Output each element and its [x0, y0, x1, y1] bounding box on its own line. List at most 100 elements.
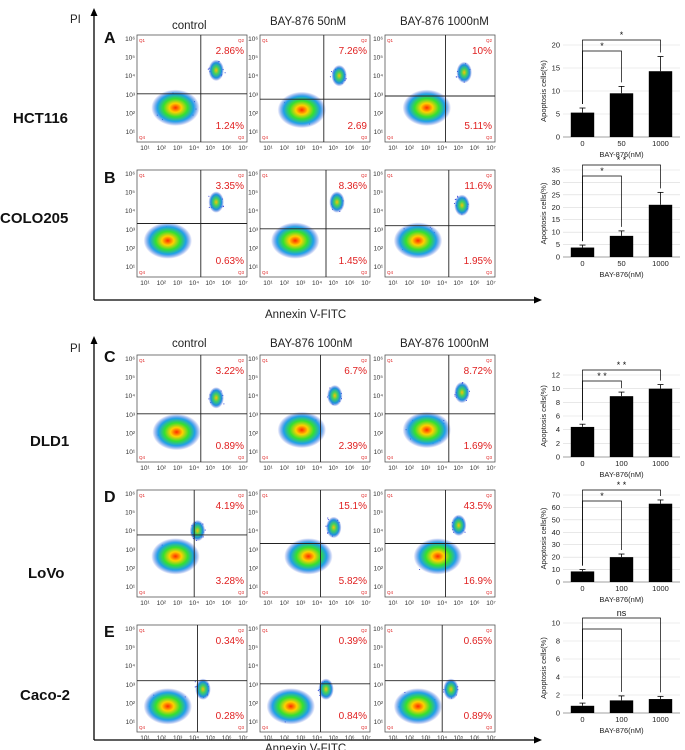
- y-tick-label: 10¹: [249, 584, 259, 591]
- bar: [609, 396, 634, 457]
- y-tick-label: 10²: [374, 565, 384, 572]
- quadrant-label: Q2: [238, 173, 245, 178]
- x-tick-label: 10¹: [140, 600, 150, 607]
- x-tick-label: 10²: [157, 145, 167, 152]
- x-tick-label: 10⁶: [470, 465, 480, 472]
- bar: [570, 247, 595, 257]
- y-tick-label: 10¹: [249, 719, 259, 726]
- x-tick-label: 10⁴: [437, 735, 447, 742]
- x-tick-label: 10⁵: [453, 145, 463, 152]
- y-tick-label: 10⁴: [373, 73, 383, 80]
- population-density: [402, 411, 451, 449]
- y-tick-label: 50: [552, 515, 560, 524]
- y-tick-label: 10²: [374, 700, 384, 707]
- y-tick-label: 40: [552, 528, 560, 537]
- y-tick-label: 4: [556, 673, 560, 682]
- y-tick-label: 20: [552, 203, 560, 212]
- x-tick-label: 10²: [280, 280, 290, 287]
- y-tick-label: 10²: [249, 700, 259, 707]
- y-tick-label: 15: [552, 215, 560, 224]
- x-tick-label: 10⁷: [238, 600, 248, 607]
- significance-bracket: [582, 39, 661, 105]
- y-tick-label: 30: [552, 540, 560, 549]
- q3-percentage: 5.11%: [464, 121, 492, 132]
- y-tick-label: 10¹: [249, 129, 259, 136]
- population-density: [189, 519, 206, 542]
- population-density: [329, 191, 345, 213]
- y-axis-label: Apoptosis cells(%): [539, 60, 548, 122]
- y-tick-label: 10⁶: [248, 626, 258, 633]
- y-tick-label: 10⁴: [373, 393, 383, 400]
- y-axis-label: Apoptosis cells(%): [539, 637, 548, 699]
- y-tick-label: 10⁵: [125, 510, 135, 517]
- y-tick-label: 10⁵: [125, 645, 135, 652]
- x-tick-label: 10³: [421, 600, 431, 607]
- population-density: [393, 688, 443, 725]
- quadrant-label: Q1: [387, 173, 394, 178]
- y-tick-label: 10⁶: [248, 171, 258, 178]
- y-tick-label: 10: [552, 87, 560, 96]
- flow-plot: Q1 Q2 Q3 Q4 7.26% 2.69 10¹ 10² 10³ 10⁴ 10⁵ 10⁶ 10¹ 10…: [248, 34, 371, 152]
- y-tick-label: 10⁵: [373, 645, 383, 652]
- population-density: [326, 516, 342, 539]
- flow-plot: Q1 Q2 Q3 Q4 0.39% 0.84% 10¹ 10² 10³ 10⁴ 10⁵ 10⁶ 10¹ 1…: [248, 624, 371, 742]
- x-tick-label: 10⁶: [470, 735, 480, 742]
- x-tick-label: 10⁴: [189, 735, 199, 742]
- x-tick-label: 10⁵: [205, 600, 215, 607]
- y-tick-label: 10⁶: [125, 626, 135, 633]
- quadrant-label: Q1: [387, 493, 394, 498]
- frame-lower: [90, 336, 542, 744]
- y-tick-label: 8: [556, 637, 560, 646]
- y-tick-label: 10⁶: [373, 36, 383, 43]
- y-tick-label: 12: [552, 371, 560, 380]
- x-tick-label: 10⁶: [345, 735, 355, 742]
- quadrant-label: Q3: [361, 590, 368, 595]
- population-density: [402, 89, 451, 126]
- q2-percentage: 15.1%: [339, 501, 367, 512]
- q3-percentage: 2.39%: [339, 441, 367, 452]
- y-tick-label: 10: [552, 228, 560, 237]
- category-label: 1000: [652, 259, 669, 268]
- y-tick-label: 35: [552, 166, 560, 175]
- flow-plot: Q1 Q2 Q3 Q4 0.65% 0.89% 10¹ 10² 10³ 10⁴ 10⁵ 10⁶ 10¹ 1…: [373, 624, 496, 742]
- quadrant-label: Q1: [139, 493, 146, 498]
- bar: [609, 557, 634, 582]
- x-tick-label: 10⁴: [437, 465, 447, 472]
- x-tick-label: 10⁵: [205, 465, 215, 472]
- q3-percentage: 3.28%: [216, 576, 244, 587]
- y-tick-label: 10¹: [126, 129, 136, 136]
- y-tick-label: 10⁴: [248, 73, 258, 80]
- quadrant-label: Q1: [139, 628, 146, 633]
- quadrant-label: Q3: [486, 725, 493, 730]
- cell-line-colo205: COLO205: [0, 210, 68, 227]
- x-tick-label: 10⁷: [361, 145, 371, 152]
- quadrant-label: Q3: [486, 455, 493, 460]
- header-a-control: control: [172, 20, 207, 32]
- y-tick-label: 60: [552, 503, 560, 512]
- flow-plot: Q1 Q2 Q3 Q4 2.86% 1.24% 10¹ 10² 10³ 10⁴ 10⁵ 10⁶ 10¹ 1…: [125, 34, 248, 152]
- y-tick-label: 10¹: [374, 584, 384, 591]
- quadrant-label: Q4: [387, 455, 394, 460]
- significance-label: *: [600, 491, 604, 501]
- q3-percentage: 16.9%: [464, 576, 492, 587]
- q2-percentage: 7.26%: [339, 46, 367, 57]
- q3-percentage: 2.69: [348, 121, 368, 132]
- population-density: [456, 61, 472, 84]
- population-density: [271, 222, 320, 259]
- significance-label: *: [600, 41, 604, 51]
- y-tick-label: 10⁵: [373, 375, 383, 382]
- y-tick-label: 10⁴: [125, 208, 135, 215]
- y-axis-label-upper: PI: [70, 14, 81, 26]
- significance-label: * *: [617, 155, 627, 165]
- significance-label: *: [600, 166, 604, 176]
- population-density: [277, 91, 326, 129]
- header-c-high: BAY-876 1000nM: [400, 338, 489, 350]
- population-density: [454, 381, 470, 404]
- y-tick-label: 10²: [374, 245, 384, 252]
- frame-upper: [90, 8, 542, 304]
- y-tick-label: 10⁴: [373, 663, 383, 670]
- x-tick-label: 10⁴: [189, 280, 199, 287]
- x-tick-label: 10³: [421, 735, 431, 742]
- y-tick-label: 10²: [374, 110, 384, 117]
- quadrant-label: Q3: [238, 725, 245, 730]
